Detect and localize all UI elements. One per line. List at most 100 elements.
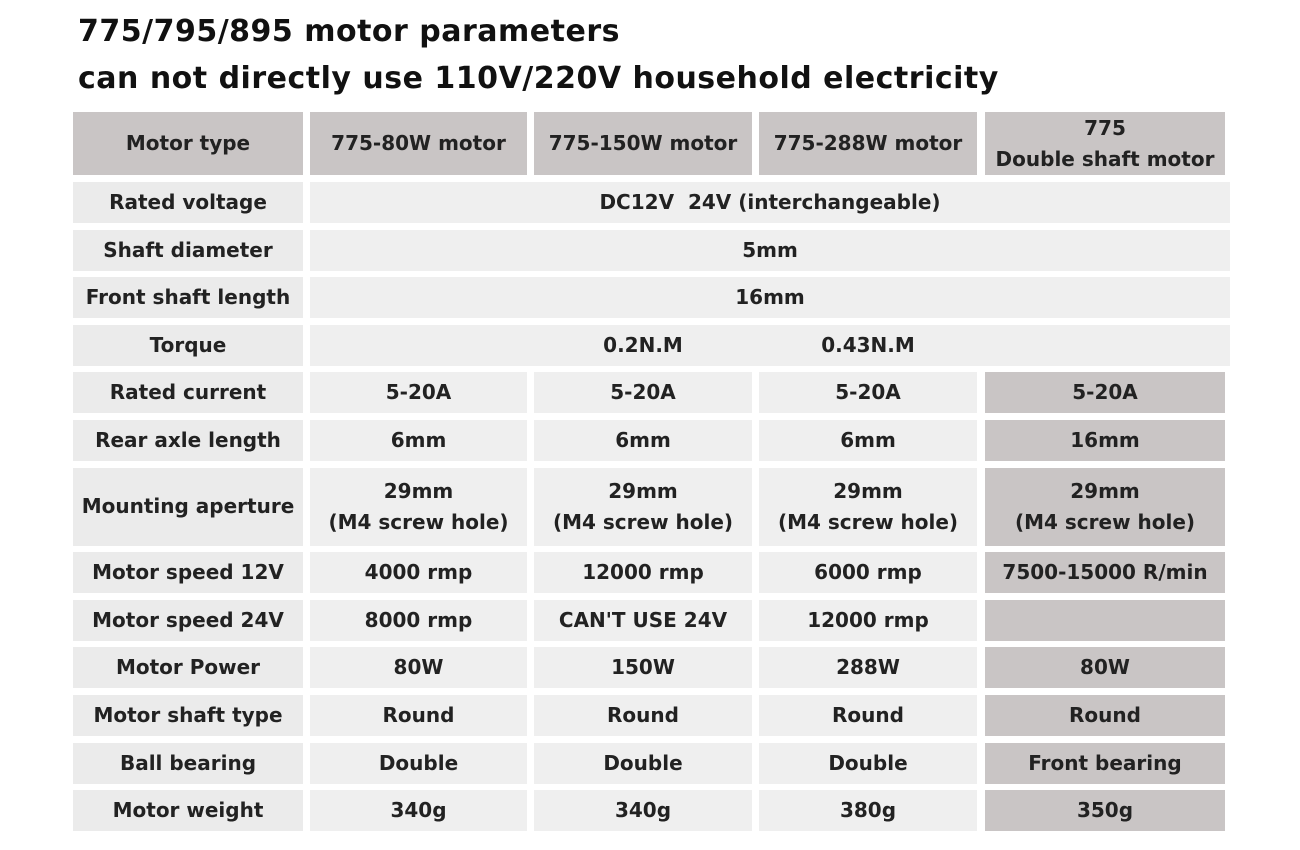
row-label: Motor shaft type [73,695,303,736]
data-cell: 340g [534,790,752,832]
cell-text: Motor Power [115,655,261,680]
cell-text: 4000 rmp [364,560,473,585]
cell-text: Rated current [109,380,267,405]
cell-text: Double shaft motor [995,146,1215,171]
cell-text: 288W [836,655,900,680]
data-cell: 150W [534,647,752,689]
cell-text: 5-20A [610,380,676,405]
data-cell: 380g [759,790,977,832]
data-cell: 4000 rmp [310,552,527,594]
cell-text: Shaft diameter [103,237,273,262]
cell-text: 16mm [1070,428,1140,452]
data-cell: Double [759,742,977,784]
merged-cell: DC12V 24V (interchangeable) [310,182,1230,223]
data-cell: 350g [985,790,1225,832]
merged-cell: 16mm [310,277,1230,319]
data-cell: 340g [310,790,527,832]
cell-text: 5-20A [385,380,452,405]
cell-text: Front bearing [1028,750,1182,775]
cell-text: 150W [611,655,675,680]
cell-text: (M4 screw hole) [1014,509,1196,534]
cell-text: Torque [149,332,227,357]
cell-text: 6mm [615,428,671,452]
data-cell: 8000 rmp [310,599,527,641]
cell-text: 0.43N.M [821,333,915,358]
data-cell: 6mm [310,420,527,461]
cell-text: 380g [839,798,897,823]
cell-text: Round [382,703,455,727]
header-cell: 775 Double shaft motor [985,112,1225,175]
cell-text: (M4 screw hole) [777,509,959,534]
cell-text: Round [607,703,679,727]
data-cell: 5-20A [759,372,977,414]
header-cell: Motor type [73,112,303,175]
cell-text: 6000 rmp [814,560,922,585]
data-cell: Double [534,742,752,784]
data-cell: 12000 rmp [759,599,977,641]
header-cell: 775-288W motor [759,112,977,175]
cell-text: 5-20A [1072,380,1138,405]
cell-text: Motor speed 12V [92,560,284,585]
cell-text: 7500-15000 R/min [1002,560,1208,585]
subtitle: can not directly use 110V/220V household… [78,61,999,96]
data-cell: 80W [310,647,527,689]
data-cell: 29mm (M4 screw hole) [759,467,977,546]
cell-text: Double [828,750,908,775]
cell-text: 775-288W motor [773,131,963,155]
cell-text: 775 [1084,115,1126,140]
data-cell: Round [759,695,977,736]
row-label: Motor weight [73,790,303,832]
data-cell: Round [985,695,1225,736]
cell-text: 80W [393,655,444,680]
cell-text: CAN'T USE 24V [558,607,728,632]
data-cell: 29mm (M4 screw hole) [310,467,527,546]
cell-text: 5-20A [835,380,901,405]
row-label: Motor Power [73,647,303,689]
cell-text: (M4 screw hole) [328,509,509,534]
row-label: Rated current [73,372,303,414]
cell-text: 12000 rmp [807,607,929,632]
header-cell: 775-150W motor [534,112,752,175]
cell-text: Rated voltage [109,190,267,214]
cell-text: 29mm [383,478,454,503]
cell-text: Motor speed 24V [92,607,284,632]
data-cell: 5-20A [985,372,1225,414]
merged-cell: 5mm [310,229,1230,271]
cell-text: Front shaft length [85,285,291,310]
row-label: Front shaft length [73,277,303,319]
data-cell: 6mm [534,420,752,461]
data-cell: Round [534,695,752,736]
data-cell [985,599,1225,641]
cell-text: 775-80W motor [331,131,506,155]
data-cell: 5-20A [534,372,752,414]
row-label: Shaft diameter [73,229,303,271]
row-label: Rated voltage [73,182,303,223]
cell-text: 8000 rmp [364,607,473,632]
cell-text: 29mm [1070,478,1140,503]
row-label: Torque [73,324,303,366]
data-cell: 6mm [759,420,977,461]
data-cell: 12000 rmp [534,552,752,594]
cell-text: Double [378,750,459,775]
row-label: Ball bearing [73,742,303,784]
cell-text: 6mm [840,428,896,452]
data-cell: 7500-15000 R/min [985,552,1225,594]
cell-text: 5mm [742,237,798,262]
cell-text: Rear axle length [95,428,281,452]
data-cell: 80W [985,647,1225,689]
cell-text: Mounting aperture [81,494,295,519]
row-label: Motor speed 12V [73,552,303,594]
cell-text: 350g [1076,798,1134,823]
cell-text: Round [1069,703,1141,727]
cell-text: 80W [1080,655,1130,680]
cell-text: Round [832,703,904,727]
cell-text: 16mm [735,285,805,310]
cell-text: 29mm [608,478,678,503]
data-cell: 29mm (M4 screw hole) [985,467,1225,546]
cell-text: Motor weight [112,798,264,823]
cell-text: (M4 screw hole) [552,509,734,534]
row-label: Rear axle length [73,420,303,461]
cell-text: Motor shaft type [93,703,283,727]
data-cell: Front bearing [985,742,1225,784]
